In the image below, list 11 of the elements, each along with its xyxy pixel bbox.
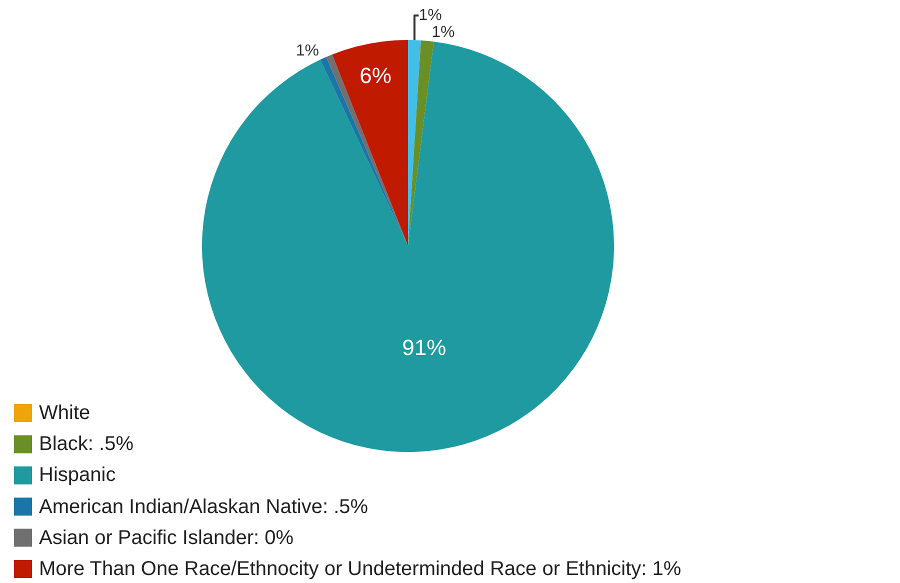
legend-label: Asian or Pacific Islander: 0% — [39, 527, 294, 549]
data-label: 1% — [432, 24, 455, 41]
data-label: 91% — [402, 335, 446, 360]
data-label: 6% — [360, 63, 392, 88]
data-label: 1% — [296, 42, 319, 60]
data-label: 1% — [418, 6, 442, 24]
legend-label: American Indian/Alaskan Native: .5% — [39, 496, 368, 518]
legend-label: Hispanic — [39, 464, 116, 486]
legend-label: Black: .5% — [39, 433, 134, 455]
legend-label: More Than One Race/Ethnocity or Undeterminded Race or Ethnicity: 1% — [39, 558, 682, 580]
legend-label: White — [39, 402, 90, 424]
